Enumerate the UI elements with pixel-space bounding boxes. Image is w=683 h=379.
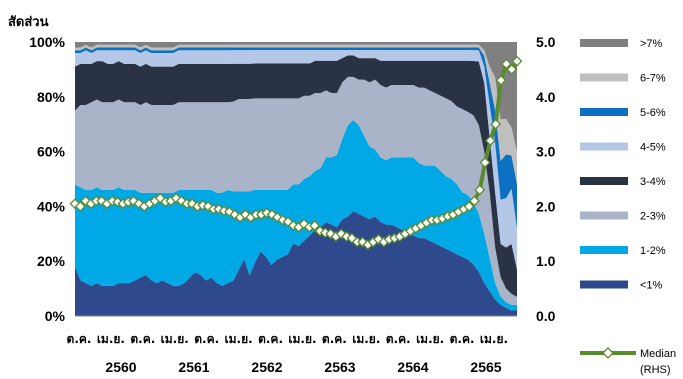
legend-label: 5-6%: [640, 107, 666, 119]
x-month-tick-label: ต.ค.: [258, 332, 283, 346]
y-right-tick-label: 1.0: [536, 253, 556, 269]
median-point: [511, 55, 523, 67]
legend-median-note: (RHS): [640, 364, 671, 376]
y-right-tick-label: 4.0: [536, 89, 556, 105]
plot-area: [75, 42, 517, 316]
median-point: [463, 200, 475, 212]
legend-swatch: [580, 211, 628, 220]
axes-layer: 0% 20% 40% 60% 80% 100% 0.0 1.0 2.0 3.0 4.0 5.0 ต.ค.…: [29, 34, 555, 375]
x-month-tick-label: ต.ค.: [130, 332, 155, 346]
area-series-3: [75, 55, 517, 297]
x-year-tick-label: 2563: [324, 359, 355, 375]
legend-label: 1-2%: [640, 245, 666, 257]
median-point: [309, 220, 321, 231]
legend-label: 6-7%: [640, 73, 666, 85]
median-point: [495, 74, 507, 86]
legend-label: <1%: [640, 280, 663, 292]
x-year-tick-label: 2562: [251, 359, 282, 375]
y-left-tick-label: 100%: [29, 34, 65, 50]
legend-swatch: [580, 280, 628, 289]
legend-median-label: Median: [640, 348, 676, 360]
y-axis-title: สัดส่วน: [8, 14, 49, 29]
median-point: [500, 58, 512, 70]
median-point: [74, 200, 86, 212]
y-left-tick-label: 0%: [45, 308, 66, 324]
legend: >7% 6-7% 5-6% 4-5% 3-4% 2-3% 1-2% <1% Median (RHS…: [580, 38, 676, 376]
x-month-tick-label: เม.ย.: [480, 332, 508, 346]
x-month-tick-label: เม.ย.: [161, 332, 189, 346]
y-right-tick-label: 0.0: [536, 308, 556, 324]
x-month-tick-label: เม.ย.: [97, 332, 125, 346]
legend-label: 2-3%: [640, 211, 666, 223]
x-month-tick-label: เม.ย.: [225, 332, 253, 346]
median-point: [474, 184, 486, 196]
x-year-tick-label: 2560: [105, 359, 136, 375]
legend-swatch: [580, 142, 628, 151]
legend-swatch: [580, 246, 628, 254]
x-month-tick-label: ต.ค.: [194, 332, 219, 346]
legend-swatch: [580, 73, 628, 82]
x-year-tick-label: 2564: [397, 359, 428, 375]
legend-swatch: [580, 108, 628, 116]
x-month-tick-label: ต.ค.: [450, 332, 475, 346]
median-point: [484, 135, 496, 147]
median-point: [490, 118, 502, 130]
x-month-tick-label: เม.ย.: [416, 332, 444, 346]
median-point: [479, 157, 491, 168]
y-left-tick-label: 60%: [37, 144, 66, 160]
area-series-1: [75, 119, 517, 311]
area-series-2: [75, 76, 517, 306]
x-year-tick-label: 2561: [178, 359, 209, 375]
x-month-tick-label: ต.ค.: [322, 332, 347, 346]
x-month-tick-label: เม.ย.: [288, 332, 316, 346]
y-left-tick-label: 20%: [37, 253, 66, 269]
y-right-tick-label: 2.0: [536, 198, 556, 214]
legend-label: >7%: [640, 38, 663, 50]
y-left-tick-label: 40%: [37, 198, 66, 214]
median-line-layer: [69, 55, 523, 251]
legend-label: 3-4%: [640, 176, 666, 188]
y-right-tick-label: 3.0: [536, 144, 556, 160]
y-right-tick-label: 5.0: [536, 34, 556, 50]
x-year-tick-label: 2565: [470, 359, 501, 375]
x-month-tick-label: เม.ย.: [352, 332, 380, 346]
y-left-tick-label: 80%: [37, 89, 66, 105]
median-point: [506, 63, 518, 75]
median-point: [468, 195, 480, 207]
legend-label: 4-5%: [640, 142, 666, 154]
x-month-tick-label: ต.ค.: [386, 332, 411, 346]
legend-swatch: [580, 177, 628, 185]
x-month-tick-label: ต.ค.: [67, 332, 92, 346]
legend-swatch: [580, 39, 628, 47]
legend-median-marker: [602, 347, 614, 359]
